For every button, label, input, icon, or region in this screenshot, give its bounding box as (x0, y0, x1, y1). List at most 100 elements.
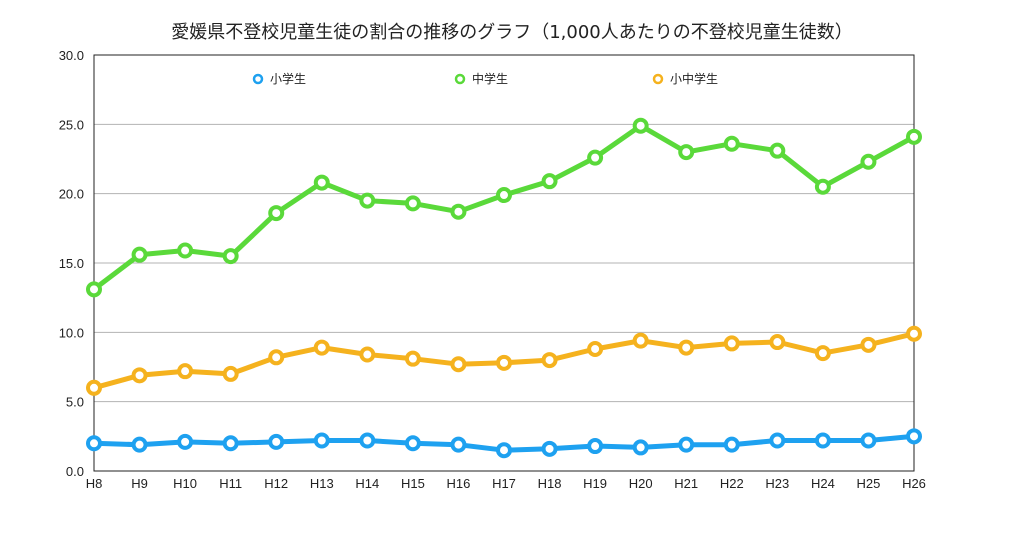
data-point (496, 442, 512, 459)
data-point (222, 435, 239, 452)
data-point (268, 433, 285, 450)
series-layer (86, 117, 922, 459)
data-point (177, 433, 194, 450)
x-tick-label: H19 (583, 476, 607, 491)
y-tick-label: 10.0 (59, 325, 84, 340)
data-point (860, 153, 877, 170)
legend-item: 小中学生 (652, 71, 718, 86)
data-point (222, 248, 239, 265)
x-tick-label: H17 (492, 476, 516, 491)
chart-title: 愛媛県不登校児童生徒の割合の推移のグラフ（1,000人あたりの不登校児童生徒数） (171, 22, 853, 43)
legend-marker (454, 73, 466, 85)
data-point (814, 345, 831, 362)
data-point (86, 281, 102, 298)
data-point (769, 142, 786, 159)
data-point (496, 187, 512, 204)
y-tick-label: 0.0 (66, 464, 84, 479)
axis-labels: 0.0 5.0 10.0 15.0 20.0 25.0 30.0 H8 H9 H10 H11 H12 H… (59, 48, 926, 491)
data-point (359, 432, 376, 449)
data-point (404, 195, 421, 212)
data-point (313, 432, 330, 449)
legend-label: 小学生 (270, 71, 306, 86)
x-tick-label: H13 (310, 476, 334, 491)
data-point (131, 436, 148, 453)
x-tick-label: H26 (902, 476, 926, 491)
data-point (359, 192, 376, 209)
data-point (404, 435, 421, 452)
data-point (268, 205, 285, 222)
series-1 (86, 117, 922, 298)
y-tick-label: 5.0 (66, 395, 84, 410)
legend-label: 小中学生 (670, 71, 718, 86)
data-point (678, 144, 695, 161)
legend-marker (652, 73, 664, 85)
legend: 小学生 中学生 小中学生 (252, 71, 718, 86)
data-point (860, 432, 877, 449)
data-point (177, 363, 194, 380)
x-tick-label: H20 (629, 476, 653, 491)
data-point (313, 339, 330, 356)
legend-label: 中学生 (472, 71, 508, 86)
data-point (769, 432, 786, 449)
data-point (131, 246, 148, 263)
data-point (222, 365, 239, 382)
x-tick-label: H16 (447, 476, 471, 491)
y-tick-label: 20.0 (59, 187, 84, 202)
data-point (814, 178, 831, 195)
plot-frame (93, 54, 915, 472)
legend-item: 中学生 (454, 71, 508, 86)
data-point (723, 135, 740, 152)
x-tick-label: H15 (401, 476, 425, 491)
legend-item: 小学生 (252, 71, 306, 86)
x-tick-label: H11 (219, 476, 242, 491)
data-point (587, 438, 604, 455)
x-tick-label: H24 (811, 476, 835, 491)
data-point (86, 435, 102, 452)
data-point (450, 356, 467, 373)
data-point (450, 436, 467, 453)
x-tick-label: H22 (720, 476, 744, 491)
y-tick-label: 15.0 (59, 256, 84, 271)
x-tick-label: H23 (765, 476, 789, 491)
x-tick-label: H21 (674, 476, 698, 491)
data-point (678, 339, 695, 356)
data-point (587, 340, 604, 357)
series-2 (86, 325, 922, 396)
data-point (587, 149, 604, 166)
data-point (632, 117, 649, 134)
legend-marker (252, 73, 264, 85)
series-0 (86, 428, 922, 459)
data-point (632, 439, 649, 456)
x-tick-label: H12 (264, 476, 288, 491)
data-point (496, 354, 512, 371)
data-point (541, 440, 558, 457)
x-tick-label: H18 (538, 476, 562, 491)
data-point (404, 350, 421, 367)
data-point (906, 325, 922, 342)
data-point (814, 432, 831, 449)
x-tick-label: H25 (857, 476, 881, 491)
data-point (678, 436, 695, 453)
data-point (906, 428, 922, 445)
data-point (541, 352, 558, 369)
x-tick-label: H8 (86, 476, 103, 491)
data-point (313, 174, 330, 191)
x-tick-label: H10 (173, 476, 197, 491)
data-point (131, 367, 148, 384)
x-tick-label: H9 (131, 476, 148, 491)
y-tick-label: 30.0 (59, 48, 84, 63)
data-point (723, 436, 740, 453)
data-point (906, 128, 922, 145)
data-point (769, 334, 786, 351)
data-point (860, 336, 877, 353)
data-point (86, 379, 102, 396)
data-point (359, 346, 376, 363)
x-tick-label: H14 (355, 476, 379, 491)
data-point (541, 173, 558, 190)
y-tick-label: 25.0 (59, 117, 84, 132)
series-line (91, 123, 917, 292)
data-point (632, 332, 649, 349)
data-point (723, 335, 740, 352)
